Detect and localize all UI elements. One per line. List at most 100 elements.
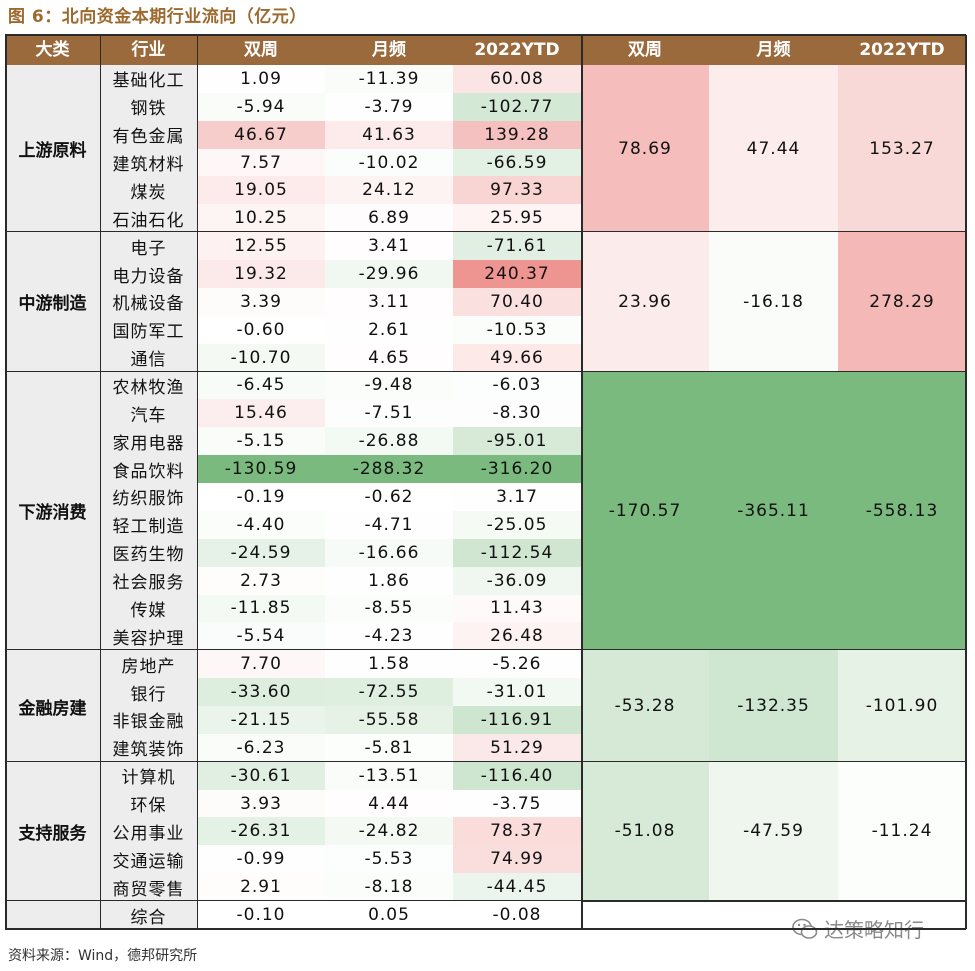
value-cell: -25.05 bbox=[453, 510, 581, 539]
value-cell: -33.60 bbox=[197, 678, 325, 706]
group-divider bbox=[5, 927, 966, 930]
value-cell: 19.32 bbox=[197, 260, 325, 288]
value-cell: -5.94 bbox=[197, 92, 325, 121]
industry-name: 非银金融 bbox=[100, 706, 197, 734]
value-cell: 139.28 bbox=[453, 120, 581, 149]
value-cell: -5.26 bbox=[453, 650, 581, 679]
value-cell: 2.61 bbox=[325, 315, 453, 344]
industry-name: 有色金属 bbox=[100, 120, 197, 149]
value-cell: 24.12 bbox=[325, 176, 453, 205]
value-cell: -9.48 bbox=[325, 371, 453, 400]
value-cell: -288.32 bbox=[325, 455, 453, 484]
value-cell: 25.95 bbox=[453, 204, 581, 233]
column-divider bbox=[581, 35, 583, 929]
industry-name: 商贸零售 bbox=[100, 873, 197, 902]
value-cell: 0.05 bbox=[325, 901, 453, 929]
value-cell: -11.39 bbox=[325, 65, 453, 93]
value-cell: 60.08 bbox=[453, 65, 581, 93]
value-cell: -29.96 bbox=[325, 260, 453, 288]
value-cell: 3.17 bbox=[453, 483, 581, 511]
value-cell: -26.88 bbox=[325, 427, 453, 456]
value-cell: -5.81 bbox=[325, 733, 453, 762]
value-cell: -8.30 bbox=[453, 399, 581, 428]
value-cell: -4.71 bbox=[325, 510, 453, 539]
group-total-cell: -53.28 bbox=[581, 650, 709, 762]
industry-name: 石油石化 bbox=[100, 204, 197, 233]
header-month: 月频 bbox=[372, 40, 406, 60]
value-cell: 1.86 bbox=[325, 566, 453, 595]
value-cell: -8.55 bbox=[325, 594, 453, 623]
industry-name: 基础化工 bbox=[100, 65, 197, 93]
value-cell: -95.01 bbox=[453, 427, 581, 456]
value-cell: -8.18 bbox=[325, 873, 453, 902]
value-cell: -4.23 bbox=[325, 622, 453, 651]
value-cell: -6.03 bbox=[453, 371, 581, 400]
value-cell: -16.66 bbox=[325, 538, 453, 567]
header-group-biweek: 双周 bbox=[628, 40, 662, 60]
value-cell: 74.99 bbox=[453, 845, 581, 874]
value-cell: 2.73 bbox=[197, 566, 325, 595]
value-cell: -11.85 bbox=[197, 594, 325, 623]
industry-name: 建筑装饰 bbox=[100, 733, 197, 762]
value-cell: -26.31 bbox=[197, 817, 325, 846]
group-total-cell bbox=[709, 901, 838, 929]
value-cell: -0.99 bbox=[197, 845, 325, 874]
value-cell: -5.54 bbox=[197, 622, 325, 651]
value-cell: 51.29 bbox=[453, 733, 581, 762]
value-cell: 7.70 bbox=[197, 650, 325, 679]
value-cell: -24.59 bbox=[197, 538, 325, 567]
group-total-cell: 78.69 bbox=[581, 65, 709, 233]
group-total-cell: -132.35 bbox=[709, 650, 838, 762]
value-cell: -130.59 bbox=[197, 455, 325, 484]
value-cell: 10.25 bbox=[197, 204, 325, 233]
value-cell: -3.75 bbox=[453, 789, 581, 818]
value-cell: 240.37 bbox=[453, 260, 581, 288]
value-cell: -0.10 bbox=[197, 901, 325, 929]
value-cell: -0.62 bbox=[325, 483, 453, 511]
value-cell: -10.53 bbox=[453, 315, 581, 344]
industry-name: 医药生物 bbox=[100, 538, 197, 567]
value-cell: -21.15 bbox=[197, 706, 325, 734]
value-cell: 70.40 bbox=[453, 287, 581, 316]
group-total-cell: -170.57 bbox=[581, 371, 709, 651]
group-total-cell: -365.11 bbox=[709, 371, 838, 651]
value-cell: 3.39 bbox=[197, 287, 325, 316]
value-cell: -6.45 bbox=[197, 371, 325, 400]
value-cell: 26.48 bbox=[453, 622, 581, 651]
watermark-text: 达策略知行 bbox=[824, 918, 924, 942]
table-top-rule bbox=[5, 34, 966, 36]
industry-name: 轻工制造 bbox=[100, 510, 197, 539]
group-label: 下游消费 bbox=[5, 371, 100, 651]
value-cell: -5.53 bbox=[325, 845, 453, 874]
header-category: 大类 bbox=[35, 40, 70, 60]
column-divider bbox=[197, 35, 198, 929]
source-note: 资料来源：Wind，德邦研究所 bbox=[8, 948, 198, 964]
header-industry: 行业 bbox=[131, 40, 166, 60]
value-cell: -5.15 bbox=[197, 427, 325, 456]
value-cell: -10.70 bbox=[197, 343, 325, 372]
value-cell: -116.40 bbox=[453, 761, 581, 790]
industry-name: 农林牧渔 bbox=[100, 371, 197, 400]
value-cell: 15.46 bbox=[197, 399, 325, 428]
value-cell: 12.55 bbox=[197, 232, 325, 261]
industry-name: 家用电器 bbox=[100, 427, 197, 456]
value-cell: 41.63 bbox=[325, 120, 453, 149]
value-cell: 78.37 bbox=[453, 817, 581, 846]
value-cell: 3.11 bbox=[325, 287, 453, 316]
industry-name: 电子 bbox=[100, 232, 197, 261]
group-total-cell: 153.27 bbox=[838, 65, 966, 233]
group-total-cell: 47.44 bbox=[709, 65, 838, 233]
column-divider bbox=[100, 35, 101, 929]
table-header: 大类 行业 双周 月频 2022YTD 双周 月频 2022YTD bbox=[5, 35, 966, 65]
industry-name: 建筑材料 bbox=[100, 148, 197, 177]
value-cell: -10.02 bbox=[325, 148, 453, 177]
industry-name: 食品饮料 bbox=[100, 455, 197, 484]
value-cell: -116.91 bbox=[453, 706, 581, 734]
header-group-ytd: 2022YTD bbox=[859, 40, 945, 60]
industry-name: 社会服务 bbox=[100, 566, 197, 595]
header-ytd: 2022YTD bbox=[474, 40, 560, 60]
header-group-month: 月频 bbox=[756, 40, 791, 60]
industry-name: 银行 bbox=[100, 678, 197, 706]
value-cell: 11.43 bbox=[453, 594, 581, 623]
value-cell: -55.58 bbox=[325, 706, 453, 734]
